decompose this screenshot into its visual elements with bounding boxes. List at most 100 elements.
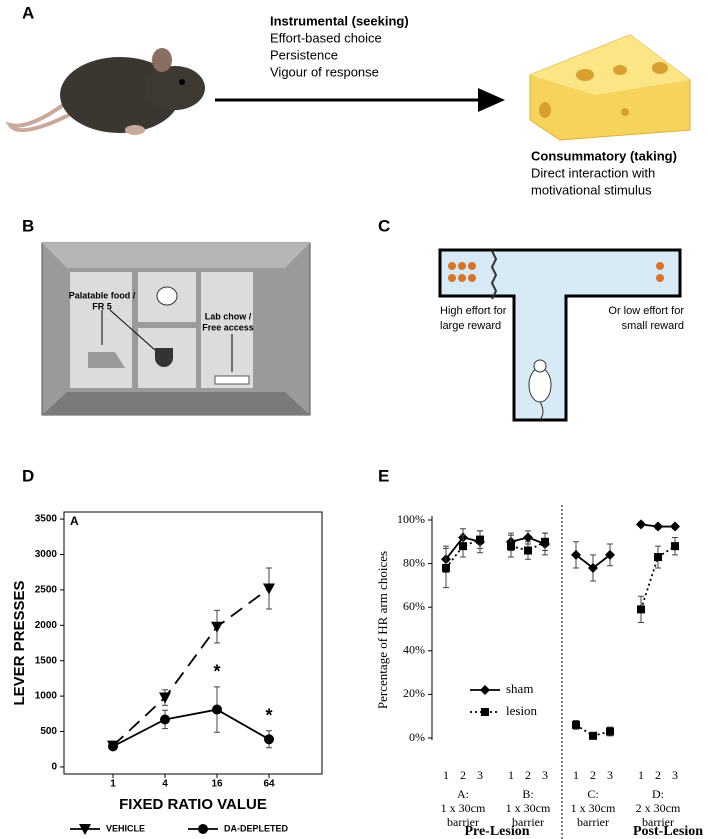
- y-tick-label: 2000: [35, 620, 58, 631]
- x-tick-label: 2: [590, 768, 596, 782]
- group-label: 2 x 30cm: [636, 801, 681, 815]
- marker: [476, 535, 484, 544]
- group-label: 1 x 30cm: [571, 801, 616, 815]
- label: Lab chow /: [205, 311, 252, 321]
- item: Persistence: [270, 47, 338, 62]
- legend-label: lesion: [506, 703, 538, 718]
- marker: [442, 563, 450, 572]
- panel-label: C: [378, 216, 390, 235]
- barrier: [490, 250, 498, 300]
- y-tick-label: 60%: [403, 599, 425, 613]
- panel-label: E: [378, 466, 389, 485]
- series-line: [112, 708, 270, 748]
- annotation: *: [265, 706, 272, 726]
- x-axis-label: FIXED RATIO VALUE: [119, 796, 267, 813]
- marker: [523, 532, 533, 543]
- x-tick-label: 1: [638, 768, 644, 782]
- y-tick-label: 80%: [403, 555, 425, 569]
- marker: [159, 692, 171, 704]
- marker: [79, 824, 91, 835]
- y-axis-label: LEVER PRESSES: [11, 580, 28, 705]
- inset-label: A: [70, 514, 79, 528]
- cheese-illustration: [529, 34, 691, 141]
- group-label: barrier: [577, 815, 609, 829]
- marker: [211, 621, 223, 633]
- label: small reward: [622, 320, 684, 332]
- y-tick-label: 1000: [35, 691, 58, 702]
- label: Palatable food /: [69, 290, 136, 300]
- label: FR 5: [92, 301, 112, 311]
- rat-icon: [528, 359, 552, 421]
- legend-label: VEHICLE: [106, 823, 145, 833]
- y-axis-label: Percentage of HR arm choices: [375, 551, 390, 709]
- y-tick-label: 0: [51, 762, 57, 773]
- y-tick-label: 2500: [35, 585, 58, 596]
- group-label: barrier: [447, 815, 479, 829]
- y-tick-label: 3000: [35, 549, 58, 560]
- marker: [541, 537, 549, 546]
- legend-label: DA-DEPLETED: [224, 823, 289, 833]
- marker: [507, 542, 515, 551]
- y-tick-label: 40%: [403, 643, 425, 657]
- marker: [572, 720, 580, 729]
- marker: [671, 542, 679, 551]
- phase-label: Pre-Lesion: [464, 824, 529, 839]
- marker: [571, 549, 581, 560]
- phase-label: Post-Lesion: [633, 824, 703, 839]
- x-tick-label: 3: [672, 768, 678, 782]
- x-tick-label: 16: [211, 779, 223, 790]
- group-label: D:: [652, 787, 664, 801]
- marker: [459, 542, 467, 551]
- marker: [263, 583, 275, 595]
- y-tick-label: 0%: [409, 730, 425, 744]
- x-tick-label: 2: [460, 768, 466, 782]
- panel-label: A: [22, 3, 34, 22]
- operant-box: [41, 242, 311, 416]
- y-tick-label: 1500: [35, 655, 58, 666]
- y-tick-label: 500: [40, 726, 57, 737]
- x-tick-label: 3: [607, 768, 613, 782]
- annotation: *: [213, 662, 220, 682]
- marker: [588, 562, 598, 573]
- marker: [670, 521, 680, 532]
- x-tick-label: 4: [162, 779, 168, 790]
- marker: [212, 704, 222, 715]
- label: Or low effort for: [608, 305, 684, 317]
- marker: [480, 685, 490, 695]
- marker: [606, 727, 614, 736]
- marker: [605, 549, 615, 560]
- reward-pellets: [448, 262, 664, 282]
- x-tick-label: 2: [655, 768, 661, 782]
- marker: [264, 734, 274, 745]
- marker: [654, 553, 662, 562]
- heading: Consummatory (taking): [531, 148, 677, 163]
- x-tick-label: 3: [477, 768, 483, 782]
- x-tick-label: 64: [263, 779, 275, 790]
- x-tick-label: 1: [573, 768, 579, 782]
- x-tick-label: 3: [542, 768, 548, 782]
- item: motivational stimulus: [531, 182, 652, 197]
- group-label: 1 x 30cm: [506, 801, 551, 815]
- group-label: barrier: [642, 815, 674, 829]
- y-tick-label: 100%: [397, 512, 425, 526]
- plot-frame: [63, 511, 323, 775]
- marker: [524, 546, 532, 555]
- marker: [636, 519, 646, 530]
- item: Effort-based choice: [270, 30, 382, 45]
- item: Vigour of response: [270, 64, 379, 79]
- group-label: A:: [457, 787, 469, 801]
- legend-label: sham: [506, 681, 533, 696]
- heading: Instrumental (seeking): [270, 13, 409, 28]
- x-tick-label: 1: [110, 779, 116, 790]
- marker: [198, 824, 208, 834]
- rat-illustration: [5, 48, 205, 135]
- marker: [637, 605, 645, 614]
- label: High effort for: [440, 305, 507, 317]
- arrow-head: [478, 88, 505, 112]
- marker: [589, 731, 597, 740]
- series-line: [112, 587, 270, 747]
- group-label: C:: [587, 787, 598, 801]
- x-tick-label: 2: [525, 768, 531, 782]
- marker: [108, 741, 118, 752]
